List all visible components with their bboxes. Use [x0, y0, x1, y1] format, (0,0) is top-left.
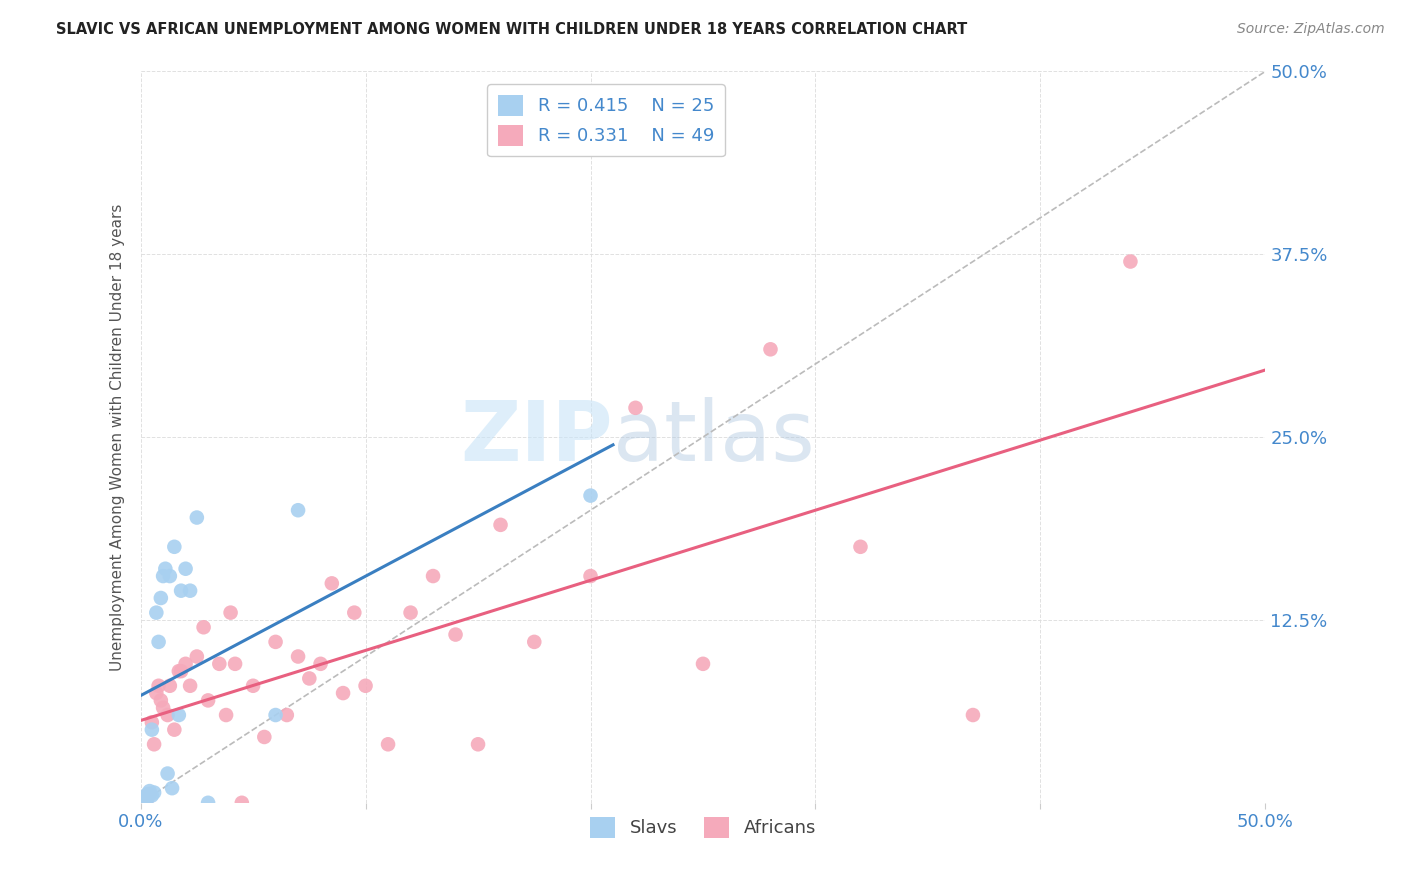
- Point: [155, 562, 177, 576]
- Point: [179, 679, 201, 693]
- Point: [136, 791, 159, 805]
- Point: [156, 708, 179, 723]
- Point: [167, 708, 190, 723]
- Point: [208, 657, 231, 671]
- Point: [174, 657, 197, 671]
- Point: [141, 789, 163, 803]
- Point: [422, 569, 444, 583]
- Point: [143, 737, 166, 751]
- Point: [143, 786, 166, 800]
- Point: [149, 693, 172, 707]
- Point: [399, 606, 422, 620]
- Point: [141, 715, 163, 730]
- Point: [962, 708, 984, 723]
- Point: [343, 606, 366, 620]
- Point: [444, 627, 467, 641]
- Point: [163, 540, 186, 554]
- Point: [167, 664, 190, 678]
- Text: SLAVIC VS AFRICAN UNEMPLOYMENT AMONG WOMEN WITH CHILDREN UNDER 18 YEARS CORRELAT: SLAVIC VS AFRICAN UNEMPLOYMENT AMONG WOM…: [56, 22, 967, 37]
- Point: [264, 635, 287, 649]
- Point: [149, 591, 172, 605]
- Point: [332, 686, 354, 700]
- Point: [152, 569, 174, 583]
- Point: [186, 649, 208, 664]
- Point: [253, 730, 276, 744]
- Point: [141, 723, 163, 737]
- Point: [160, 781, 183, 796]
- Point: [163, 723, 186, 737]
- Y-axis label: Unemployment Among Women with Children Under 18 years: Unemployment Among Women with Children U…: [110, 203, 125, 671]
- Point: [692, 657, 714, 671]
- Point: [170, 664, 193, 678]
- Point: [134, 789, 156, 804]
- Point: [224, 657, 246, 671]
- Point: [148, 679, 170, 693]
- Point: [354, 679, 377, 693]
- Text: ZIP: ZIP: [461, 397, 613, 477]
- Point: [523, 635, 546, 649]
- Point: [624, 401, 647, 415]
- Point: [136, 787, 159, 801]
- Point: [579, 489, 602, 503]
- Point: [219, 606, 242, 620]
- Point: [145, 686, 167, 700]
- Point: [186, 510, 208, 524]
- Point: [159, 679, 181, 693]
- Point: [136, 791, 159, 805]
- Point: [215, 708, 238, 723]
- Point: [193, 620, 215, 634]
- Point: [134, 789, 156, 804]
- Point: [759, 343, 782, 357]
- Point: [242, 679, 264, 693]
- Text: Source: ZipAtlas.com: Source: ZipAtlas.com: [1237, 22, 1385, 37]
- Point: [298, 672, 321, 686]
- Point: [138, 784, 160, 798]
- Point: [197, 693, 219, 707]
- Point: [377, 737, 399, 751]
- Point: [197, 796, 219, 810]
- Point: [145, 606, 167, 620]
- Point: [467, 737, 489, 751]
- Point: [156, 766, 179, 780]
- Point: [264, 708, 287, 723]
- Point: [321, 576, 343, 591]
- Point: [1119, 254, 1142, 268]
- Point: [287, 503, 309, 517]
- Legend: Slavs, Africans: Slavs, Africans: [582, 810, 824, 845]
- Point: [579, 569, 602, 583]
- Point: [159, 569, 181, 583]
- Point: [231, 796, 253, 810]
- Point: [179, 583, 201, 598]
- Point: [170, 583, 193, 598]
- Point: [489, 517, 512, 532]
- Point: [287, 649, 309, 664]
- Point: [148, 635, 170, 649]
- Point: [174, 562, 197, 576]
- Point: [138, 787, 160, 801]
- Point: [309, 657, 332, 671]
- Point: [276, 708, 298, 723]
- Text: atlas: atlas: [613, 397, 814, 477]
- Point: [152, 700, 174, 714]
- Point: [849, 540, 872, 554]
